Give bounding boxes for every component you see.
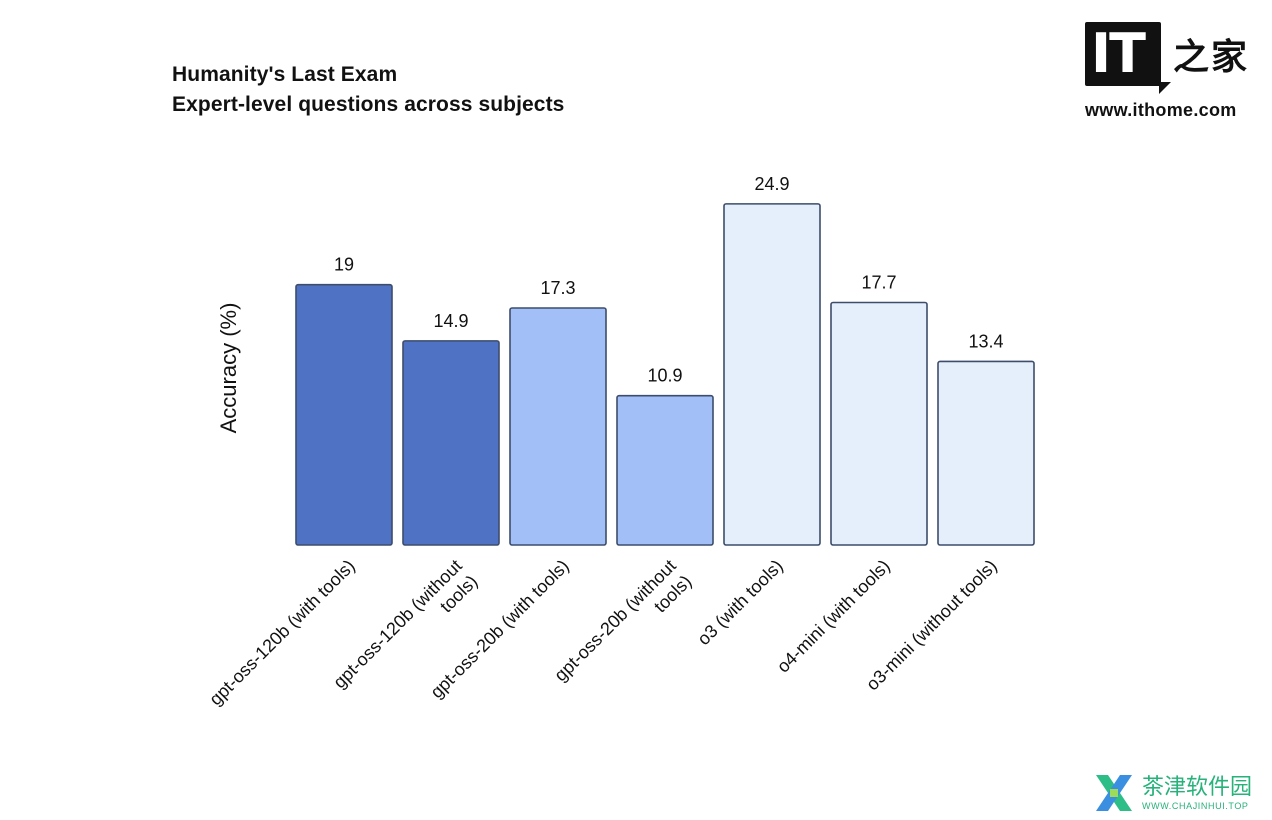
- bar-3: [509, 307, 607, 546]
- tick-label-line: gpt-oss-120b (with tools): [205, 556, 359, 710]
- bar-7: [937, 360, 1035, 546]
- tick-label-1: gpt-oss-120b (with tools): [205, 556, 359, 710]
- bar-6: [830, 301, 928, 546]
- value-label-7: 13.4: [968, 331, 1003, 351]
- watermark-en-text: WWW.CHAJINHUI.TOP: [1142, 801, 1249, 811]
- ithome-zh-text: 之家: [1173, 36, 1250, 78]
- ithome-badge: IT: [1085, 22, 1171, 94]
- ithome-url: www.ithome.com: [1085, 100, 1237, 120]
- bars-layer: [295, 203, 1035, 546]
- bar-5: [723, 203, 821, 546]
- value-label-1: 19: [334, 255, 354, 275]
- y-axis-label: Accuracy (%): [216, 303, 241, 434]
- tick-label-2: gpt-oss-120b (withouttools): [329, 556, 481, 708]
- watermark-zh-text: 茶津软件园: [1142, 775, 1253, 800]
- value-labels-layer: 19 14.9 17.3 10.9 24.9 17.7 13.4: [334, 174, 1004, 386]
- ithome-logo: IT 之家 www.ithome.com: [1085, 18, 1257, 121]
- bar-4: [616, 394, 714, 546]
- tick-label-line: gpt-oss-20b (without: [550, 556, 679, 685]
- tick-label-line: o4-mini (with tools): [773, 556, 894, 677]
- tick-label-line: o3 (with tools): [693, 556, 786, 649]
- value-label-5: 24.9: [754, 174, 789, 194]
- bar-2: [402, 340, 500, 546]
- chajin-watermark: 茶津软件园 WWW.CHAJINHUI.TOP: [1092, 770, 1252, 816]
- speech-tail-icon: [1159, 82, 1171, 94]
- tick-label-4: gpt-oss-20b (withouttools): [550, 556, 695, 701]
- chart-title: Humanity's Last Exam: [172, 63, 398, 86]
- value-label-4: 10.9: [647, 366, 682, 386]
- ithome-it-text: IT: [1091, 22, 1146, 85]
- bar-1: [295, 283, 393, 546]
- cross-arrows-icon: [1096, 775, 1132, 811]
- tick-label-5: o3 (with tools): [693, 556, 786, 649]
- tick-labels-layer: gpt-oss-120b (with tools)gpt-oss-120b (w…: [205, 556, 1001, 710]
- chart-title-block: Humanity's Last Exam Expert-level questi…: [172, 60, 564, 120]
- chart-subtitle: Expert-level questions across subjects: [172, 93, 565, 116]
- value-label-2: 14.9: [433, 311, 468, 331]
- tick-label-6: o4-mini (with tools): [773, 556, 894, 677]
- value-label-3: 17.3: [540, 278, 575, 298]
- value-label-6: 17.7: [861, 273, 896, 293]
- ithome-logo-mark: IT 之家: [1085, 18, 1257, 94]
